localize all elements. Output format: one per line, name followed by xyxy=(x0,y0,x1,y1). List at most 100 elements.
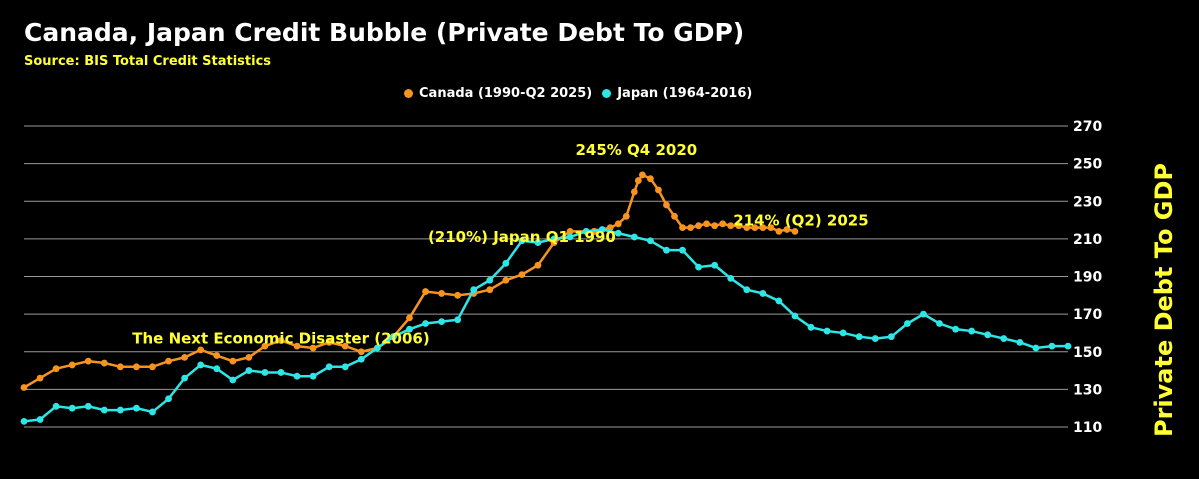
data-point xyxy=(968,327,976,335)
data-point xyxy=(566,227,574,235)
annotation-3: The Next Economic Disaster (2006) xyxy=(132,329,429,347)
data-point xyxy=(823,327,831,335)
data-point xyxy=(839,329,847,337)
data-point xyxy=(357,348,365,356)
data-point xyxy=(422,288,429,295)
data-point xyxy=(502,276,510,284)
legend-label-japan: Japan (1964-2016) xyxy=(617,86,753,101)
data-point xyxy=(406,325,413,333)
data-point xyxy=(438,318,445,326)
legend-item-japan: Japan (1964-2016) xyxy=(602,86,752,101)
data-point xyxy=(984,331,992,339)
data-point xyxy=(261,369,269,376)
data-point xyxy=(936,320,943,327)
data-point xyxy=(711,261,719,269)
data-point xyxy=(341,342,349,350)
data-point xyxy=(855,333,863,341)
data-point xyxy=(655,186,662,194)
data-point xyxy=(293,342,301,350)
data-point xyxy=(229,376,237,384)
data-point xyxy=(373,344,381,352)
data-point xyxy=(582,227,590,235)
data-point xyxy=(1000,335,1008,342)
data-point xyxy=(735,222,743,230)
data-point xyxy=(807,323,815,331)
data-point xyxy=(871,335,879,342)
series-line-2 xyxy=(23,228,1068,423)
data-point xyxy=(727,222,735,230)
data-point xyxy=(727,274,735,282)
y-tick-label-170: 170 xyxy=(1073,307,1102,323)
data-point xyxy=(261,342,269,350)
data-point xyxy=(213,365,221,373)
data-point xyxy=(486,276,494,284)
data-point xyxy=(647,175,654,183)
data-point xyxy=(703,220,711,228)
data-point xyxy=(213,352,221,359)
data-point xyxy=(775,227,783,235)
data-point xyxy=(277,369,285,376)
data-point xyxy=(606,224,614,231)
data-point xyxy=(630,233,638,241)
data-point xyxy=(438,290,445,297)
data-point xyxy=(634,177,642,184)
data-point xyxy=(622,212,630,220)
y-tick-label-270: 270 xyxy=(1073,119,1102,135)
data-point xyxy=(679,224,686,231)
y-axis-label: Private Debt To GDP xyxy=(1150,162,1178,438)
data-point xyxy=(598,226,606,233)
chart-subtitle: Source: BIS Total Credit Statistics xyxy=(24,54,272,69)
y-tick-label-130: 130 xyxy=(1073,382,1102,398)
data-point xyxy=(68,404,76,412)
data-point xyxy=(638,171,646,179)
data-point xyxy=(791,312,799,320)
data-point xyxy=(614,220,622,228)
data-point xyxy=(116,406,124,414)
data-point xyxy=(534,261,542,269)
data-point xyxy=(277,337,285,344)
data-point xyxy=(116,363,124,371)
data-point xyxy=(1032,344,1040,352)
data-point xyxy=(245,367,253,374)
annotation-2: (210%) Japan Q1 1990 xyxy=(428,228,616,246)
data-point xyxy=(566,233,574,241)
data-point xyxy=(663,246,670,254)
data-point xyxy=(165,395,172,403)
data-point xyxy=(357,355,365,363)
data-point xyxy=(695,222,702,230)
data-point xyxy=(614,229,622,237)
data-point xyxy=(783,226,791,233)
data-point xyxy=(518,237,526,245)
data-point xyxy=(197,361,205,369)
data-point xyxy=(133,363,140,371)
data-point xyxy=(679,246,686,254)
annotation-0: 245% Q4 2020 xyxy=(575,141,697,159)
data-point xyxy=(952,325,959,333)
data-point xyxy=(759,224,767,231)
data-point xyxy=(100,359,108,367)
data-point xyxy=(534,239,542,247)
legend: Canada (1990-Q2 2025) Japan (1964-2016) xyxy=(404,86,762,101)
data-point xyxy=(454,316,462,324)
legend-item-canada: Canada (1990-Q2 2025) xyxy=(404,86,592,101)
data-point xyxy=(84,402,92,410)
data-point xyxy=(20,417,28,425)
data-point xyxy=(743,286,751,294)
data-point xyxy=(775,297,783,305)
data-point xyxy=(1048,342,1056,350)
data-point xyxy=(550,235,558,243)
y-tick-label-110: 110 xyxy=(1073,420,1102,436)
data-point xyxy=(502,259,510,267)
data-point xyxy=(647,237,654,245)
data-point xyxy=(903,320,911,327)
data-point xyxy=(341,363,349,371)
data-point xyxy=(100,406,108,414)
data-point xyxy=(20,384,28,391)
data-point xyxy=(68,361,76,369)
y-tick-label-190: 190 xyxy=(1073,270,1102,286)
data-point xyxy=(518,271,526,279)
data-point xyxy=(759,290,767,297)
data-point xyxy=(791,227,799,235)
data-point xyxy=(309,372,317,380)
